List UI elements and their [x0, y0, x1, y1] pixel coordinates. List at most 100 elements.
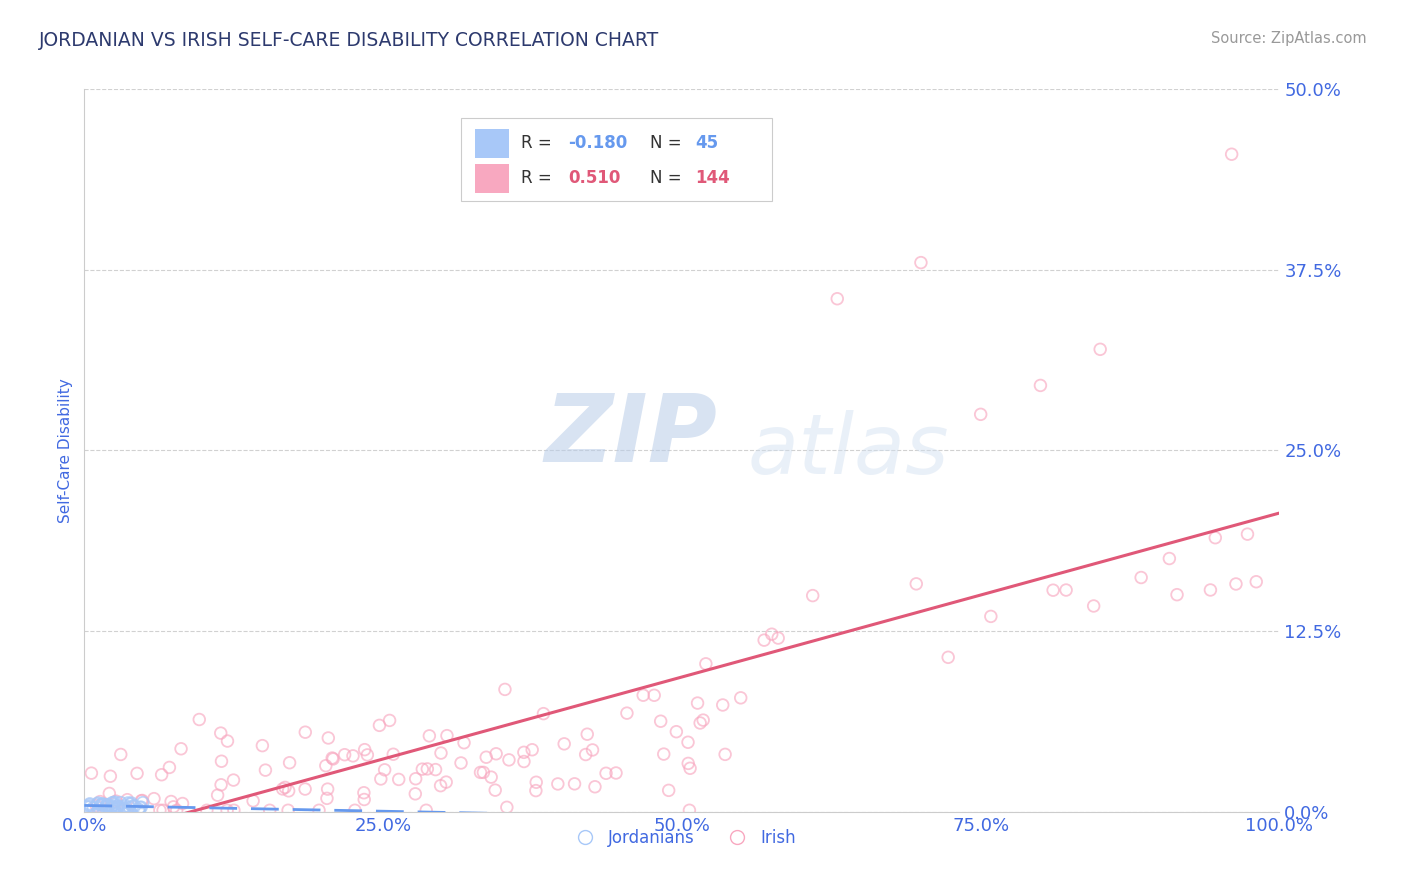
Point: [125, 766, 148, 780]
Point: [1042, 583, 1064, 598]
Point: [695, 657, 717, 671]
Point: [434, 775, 457, 789]
Point: [222, 773, 245, 788]
Point: [484, 783, 506, 797]
Point: [616, 706, 638, 720]
Point: [980, 609, 1002, 624]
Point: [686, 696, 709, 710]
Text: R =: R =: [520, 135, 557, 153]
Point: [322, 752, 344, 766]
Point: [117, 796, 139, 810]
Point: [90, 797, 112, 812]
Point: [581, 743, 603, 757]
FancyBboxPatch shape: [475, 163, 509, 193]
Point: [1244, 574, 1267, 589]
Text: JORDANIAN VS IRISH SELF-CARE DISABILITY CORRELATION CHART: JORDANIAN VS IRISH SELF-CARE DISABILITY …: [39, 31, 659, 50]
Point: [405, 772, 427, 786]
Point: [89, 795, 111, 809]
Point: [120, 797, 142, 811]
Point: [105, 801, 128, 815]
Point: [411, 762, 433, 776]
Legend: Jordanians, Irish: Jordanians, Irish: [561, 822, 803, 854]
Point: [98, 787, 121, 801]
Point: [82, 801, 104, 815]
Point: [415, 803, 437, 817]
Point: [105, 801, 128, 815]
Point: [195, 803, 218, 817]
Point: [112, 801, 135, 815]
Point: [103, 797, 125, 812]
Point: [211, 754, 233, 768]
Point: [650, 714, 672, 729]
Point: [107, 799, 129, 814]
Point: [453, 736, 475, 750]
Point: [564, 777, 586, 791]
Point: [101, 800, 124, 814]
Point: [308, 803, 330, 817]
Point: [388, 772, 411, 787]
Point: [343, 803, 366, 817]
Point: [1090, 343, 1112, 357]
Point: [114, 803, 136, 817]
Point: [752, 633, 775, 648]
Point: [94, 803, 117, 817]
Point: [157, 760, 180, 774]
Point: [827, 292, 849, 306]
Point: [259, 803, 281, 817]
Point: [378, 714, 401, 728]
Point: [342, 748, 364, 763]
Point: [152, 803, 174, 817]
Point: [274, 780, 297, 795]
Point: [96, 797, 118, 812]
Point: [498, 753, 520, 767]
Point: [87, 803, 110, 817]
Point: [910, 255, 932, 269]
Point: [1083, 599, 1105, 613]
Point: [678, 803, 700, 817]
Point: [676, 756, 699, 771]
Point: [595, 766, 617, 780]
Point: [90, 798, 112, 813]
Text: 0.510: 0.510: [568, 169, 621, 187]
Point: [631, 688, 654, 702]
Point: [108, 800, 131, 814]
Point: [104, 795, 127, 809]
Point: [533, 706, 555, 721]
Point: [470, 765, 492, 780]
Point: [404, 787, 426, 801]
Point: [143, 791, 166, 805]
Point: [643, 688, 665, 702]
Point: [277, 784, 299, 798]
Point: [692, 713, 714, 727]
Point: [121, 799, 143, 814]
Point: [170, 741, 193, 756]
Point: [172, 797, 194, 811]
Point: [353, 742, 375, 756]
Y-axis label: Self-Care Disability: Self-Care Disability: [58, 378, 73, 523]
Point: [294, 782, 316, 797]
Point: [522, 743, 544, 757]
Point: [103, 796, 125, 810]
Point: [430, 746, 453, 760]
Point: [679, 761, 702, 775]
Point: [252, 739, 274, 753]
Text: 144: 144: [695, 169, 730, 187]
Point: [84, 798, 107, 813]
Point: [316, 791, 339, 805]
Point: [714, 747, 737, 762]
Point: [318, 731, 340, 745]
Text: Source: ZipAtlas.com: Source: ZipAtlas.com: [1211, 31, 1367, 46]
Point: [1225, 577, 1247, 591]
Point: [117, 792, 139, 806]
Point: [368, 718, 391, 732]
Point: [166, 803, 188, 817]
Point: [129, 800, 152, 814]
Point: [114, 802, 136, 816]
Point: [110, 747, 132, 762]
Point: [132, 796, 155, 810]
Point: [118, 800, 141, 814]
Text: N =: N =: [650, 169, 686, 187]
Point: [1220, 147, 1243, 161]
Point: [128, 803, 150, 817]
Point: [87, 796, 110, 810]
